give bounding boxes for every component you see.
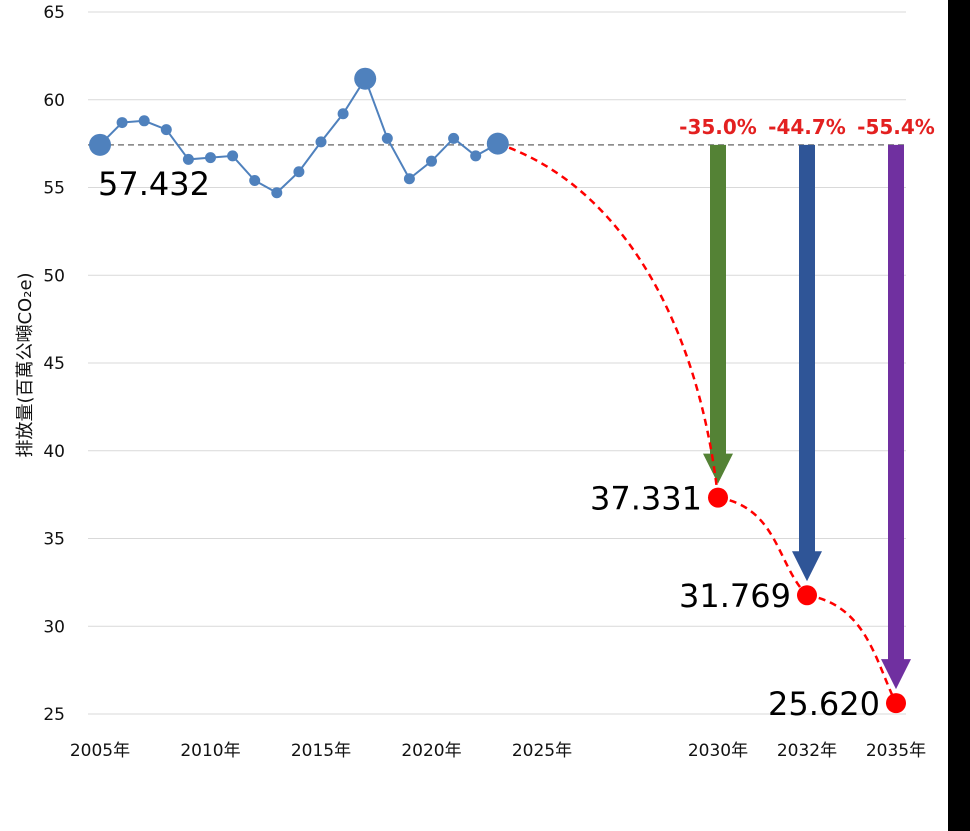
data-point-2015 xyxy=(315,136,327,148)
target-point-2035 xyxy=(886,693,906,714)
projection-curves xyxy=(497,142,898,704)
target-value-label-2030: 37.331 xyxy=(590,480,702,518)
y-tick-label: 60 xyxy=(43,91,65,111)
y-tick-label: 65 xyxy=(43,3,65,23)
data-point-2021 xyxy=(448,132,460,144)
projection-curve-2030 xyxy=(497,142,720,498)
target-value-label-2035: 25.620 xyxy=(768,685,880,723)
y-tick-labels: 65 60 55 50 45 40 35 30 25 xyxy=(43,3,65,725)
y-tick-label: 40 xyxy=(43,442,65,462)
reduction-label-2032: -44.7% xyxy=(768,115,846,139)
reduction-arrow-2030 xyxy=(703,144,733,484)
x-tick-labels: 2005年 2010年 2015年 2020年 2025年 2030年 2032年 2035年 xyxy=(70,741,926,761)
target-value-label-2032: 31.769 xyxy=(679,577,791,615)
data-point-2018 xyxy=(381,132,393,144)
historical-points xyxy=(89,67,509,199)
data-point-2022 xyxy=(470,150,482,162)
target-value-labels: 37.331 31.769 25.620 xyxy=(590,480,880,724)
x-tick-label: 2030年 xyxy=(688,741,748,761)
data-point-2007 xyxy=(138,115,150,127)
y-tick-label: 25 xyxy=(43,705,65,725)
reduction-label-2035: -55.4% xyxy=(857,115,935,139)
y-tick-label: 45 xyxy=(43,354,65,374)
baseline-value-label: 57.432 xyxy=(98,165,210,203)
reduction-labels: -35.0% -44.7% -55.4% xyxy=(679,115,935,139)
x-tick-label: 2005年 xyxy=(70,741,130,761)
data-point-2014 xyxy=(293,166,305,178)
y-tick-label: 30 xyxy=(43,617,65,637)
gridlines xyxy=(88,11,906,715)
data-point-2016 xyxy=(337,108,349,120)
data-point-2012 xyxy=(249,174,261,186)
y-axis-label: 排放量(百萬公噸CO₂e) xyxy=(15,272,36,457)
data-point-2009 xyxy=(182,153,194,165)
data-point-2010 xyxy=(205,152,216,164)
y-tick-label: 55 xyxy=(43,179,65,199)
x-tick-label: 2020年 xyxy=(401,741,461,761)
data-point-2013 xyxy=(271,187,283,199)
x-tick-label: 2032年 xyxy=(777,741,837,761)
data-point-2019 xyxy=(403,173,415,185)
data-point-2011 xyxy=(227,150,239,162)
target-point-2030 xyxy=(708,487,728,508)
y-tick-label: 50 xyxy=(43,266,65,286)
data-point-2023 xyxy=(486,132,509,155)
right-edge-bar xyxy=(948,0,970,831)
data-point-2017 xyxy=(354,67,377,90)
x-tick-label: 2015年 xyxy=(291,741,351,761)
data-point-2005 xyxy=(89,133,111,156)
target-points xyxy=(708,487,906,714)
projection-curve-2035 xyxy=(806,593,898,704)
x-tick-label: 2010年 xyxy=(180,741,240,761)
data-point-2006 xyxy=(116,117,128,129)
projection-curve-2032 xyxy=(717,496,808,597)
reduction-arrows xyxy=(703,144,911,690)
reduction-arrow-2035 xyxy=(881,144,911,690)
data-point-2008 xyxy=(160,124,172,136)
y-tick-label: 35 xyxy=(43,530,65,550)
reduction-label-2030: -35.0% xyxy=(679,115,757,139)
reduction-arrow-2032 xyxy=(792,144,822,582)
data-point-2020 xyxy=(426,155,437,167)
target-point-2032 xyxy=(797,585,817,606)
x-tick-label: 2035年 xyxy=(866,741,926,761)
x-tick-label: 2025年 xyxy=(512,741,572,761)
